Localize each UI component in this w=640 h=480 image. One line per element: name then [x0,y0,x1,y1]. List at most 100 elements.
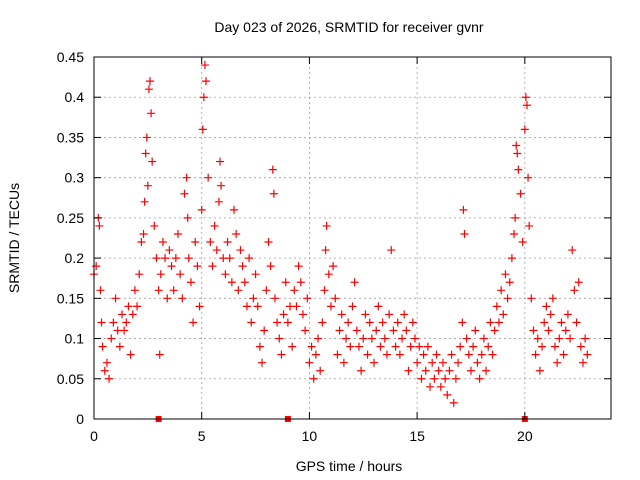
data-point [242,302,251,311]
data-point [238,262,247,271]
x-tick-label: 15 [409,428,425,444]
data-point [555,334,564,343]
data-point [538,342,547,351]
data-point [253,302,262,311]
data-point [413,358,422,367]
data-point [367,334,376,343]
data-point [251,270,260,279]
data-point [156,270,165,279]
data-point [183,213,192,222]
chart-title: Day 023 of 2026, SRMTID for receiver gvn… [214,19,484,35]
data-point [260,326,269,335]
data-point [294,262,303,271]
data-point [430,374,439,383]
data-point [128,310,137,319]
data-point [333,350,342,359]
data-point [432,350,441,359]
data-point [270,294,279,303]
data-point [197,205,206,214]
data-point [460,229,469,238]
data-point [331,294,340,303]
data-point [505,278,514,287]
data-point [415,342,424,351]
data-point [357,366,366,375]
y-tick-label: 0.15 [57,290,84,306]
data-point [135,270,144,279]
data-point [268,165,277,174]
data-point [178,294,187,303]
data-point [350,278,359,287]
data-point [363,350,372,359]
data-point [479,334,488,343]
data-point [477,350,486,359]
data-point [374,302,383,311]
data-point [548,294,557,303]
data-point [354,342,363,351]
data-point [234,286,243,295]
data-point [98,342,107,351]
data-point [154,286,163,295]
data-point [540,318,549,327]
data-point [561,326,570,335]
data-point [451,374,460,383]
data-point [324,270,333,279]
data-point [335,326,344,335]
data-point [389,326,398,335]
data-point [445,366,454,375]
data-point [109,318,118,327]
data-point [107,334,116,343]
data-point [316,366,325,375]
data-point [176,270,185,279]
x-axis-ticks: 0 5 10 15 20 [90,57,533,444]
data-point [471,326,480,335]
data-point [264,238,273,247]
data-point [147,109,156,118]
data-point [111,294,120,303]
data-point [421,366,430,375]
data-point [204,173,213,182]
data-point [484,342,493,351]
data-point [382,350,391,359]
data-point [535,366,544,375]
data-point [454,358,463,367]
data-point [380,334,389,343]
data-point [171,254,180,263]
data-point [195,302,204,311]
data-point [525,221,534,230]
data-point [417,374,426,383]
data-point [139,229,148,238]
data-point [507,254,516,263]
data-point [553,358,562,367]
data-point [180,189,189,198]
data-point [342,334,351,343]
data-point [511,213,520,222]
data-point [326,302,335,311]
data-point [311,350,320,359]
data-point [198,125,207,134]
data-point [321,246,330,255]
data-point [266,262,275,271]
data-point [447,350,456,359]
data-point [339,358,348,367]
data-point [298,310,307,319]
data-point [214,197,223,206]
data-point [404,366,413,375]
data-point [161,254,170,263]
data-point [245,254,254,263]
data-point [309,374,318,383]
data-point [95,221,104,230]
data-point [522,101,531,110]
data-point [120,326,129,335]
data-point [385,310,394,319]
data-point [514,165,523,174]
data-point [152,254,161,263]
data-point [281,278,290,287]
data-point [225,254,234,263]
data-point [473,358,482,367]
data-point [501,270,510,279]
data-point [529,326,538,335]
data-point [488,350,497,359]
data-point [212,246,221,255]
data-point [513,149,522,158]
